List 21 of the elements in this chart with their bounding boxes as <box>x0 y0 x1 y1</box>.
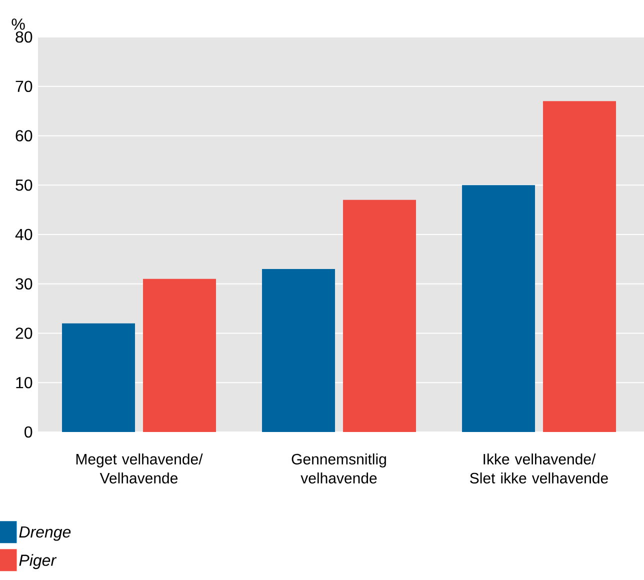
y-tick-label: 60 <box>16 130 32 142</box>
bar <box>62 323 135 432</box>
y-axis-title: % <box>12 18 25 30</box>
y-tick-label: 20 <box>16 328 32 339</box>
bar <box>143 278 216 432</box>
y-tick-label: 70 <box>16 80 32 92</box>
x-tick-label: Meget velhavende/ Velhavende <box>76 453 203 484</box>
bar <box>462 185 536 432</box>
y-tick-label: 10 <box>16 376 32 388</box>
y-tick-label: 0 <box>24 426 32 438</box>
bar <box>543 101 616 432</box>
bar <box>262 269 336 432</box>
y-tick-label: 80 <box>16 31 32 43</box>
legend-label: Piger <box>19 554 57 570</box>
y-tick-label: 50 <box>16 179 32 191</box>
y-tick-label: 40 <box>15 228 32 240</box>
y-tick-label: 30 <box>16 278 32 290</box>
x-tick-label: Ikke velhavende/ Slet ikke velhavende <box>470 453 608 484</box>
legend-label: Drenge <box>19 526 71 541</box>
bar <box>343 200 416 432</box>
x-tick-label: Gennemsnitlig velhavende <box>292 453 386 484</box>
